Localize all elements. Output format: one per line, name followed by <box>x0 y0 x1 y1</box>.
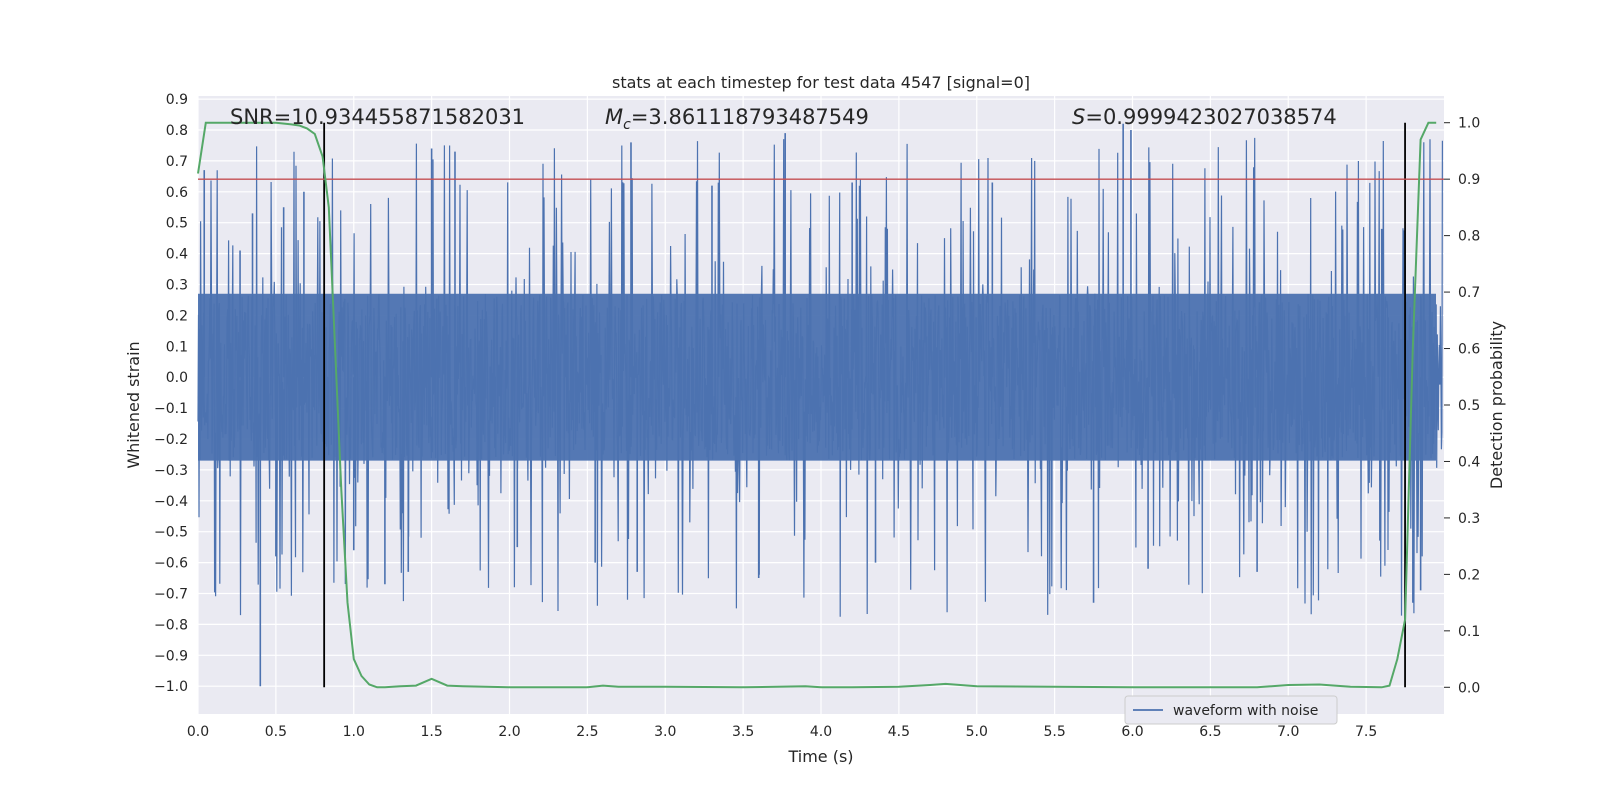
y2-tick-label: 0.4 <box>1458 454 1480 470</box>
x-tick-label: 0.0 <box>187 724 209 740</box>
x-tick-label: 2.0 <box>498 724 520 740</box>
y2-axis-ticks: 1.0 0.9 0.8 0.7 0.6 0.5 0.4 0.3 0.2 0.1 0.0 <box>1444 116 1480 696</box>
x-tick-label: 3.5 <box>732 724 754 740</box>
y-tick-label: −1.0 <box>154 679 188 695</box>
mc-value: =3.861118793487549 <box>631 105 869 129</box>
y2-tick-label: 0.1 <box>1458 624 1480 640</box>
x-tick-label: 7.0 <box>1277 724 1299 740</box>
y2-axis-label: Detection probability <box>1487 321 1506 489</box>
y2-tick-label: 0.0 <box>1458 680 1480 696</box>
x-tick-label: 1.0 <box>343 724 365 740</box>
y-tick-label: 0.4 <box>166 247 188 263</box>
mc-subscript: c <box>623 117 631 133</box>
s-annotation: S=0.9999423027038574 <box>1072 105 1337 129</box>
y-tick-label: 0.0 <box>166 370 188 386</box>
legend: waveform with noise <box>1124 695 1338 725</box>
x-tick-label: 7.5 <box>1355 724 1377 740</box>
y2-tick-label: 0.5 <box>1458 398 1480 414</box>
y-tick-label: 0.5 <box>166 216 188 232</box>
y2-tick-label: 0.3 <box>1458 511 1480 527</box>
y-tick-label: 0.1 <box>166 339 188 355</box>
y2-tick-label: 1.0 <box>1458 116 1480 132</box>
waveform-series <box>197 123 1443 687</box>
y2-tick-label: 0.8 <box>1458 229 1480 245</box>
y-tick-label: −0.1 <box>154 401 188 417</box>
y-tick-label: −0.5 <box>154 525 188 541</box>
waveform-noise-band <box>198 293 1436 461</box>
detection-probability-line <box>197 121 1437 689</box>
x-tick-label: 0.5 <box>265 724 287 740</box>
x-tick-label: 4.5 <box>888 724 910 740</box>
x-tick-label: 5.5 <box>1043 724 1065 740</box>
y2-tick-label: 0.9 <box>1458 172 1480 188</box>
y2-tick-label: 0.2 <box>1458 567 1480 583</box>
x-tick-label: 5.0 <box>966 724 988 740</box>
legend-box <box>1124 695 1338 725</box>
x-tick-label: 2.5 <box>576 724 598 740</box>
y-tick-label: −0.8 <box>154 617 188 633</box>
y-tick-label: −0.7 <box>154 586 188 602</box>
y-axis-ticks: 0.9 0.8 0.7 0.6 0.5 0.4 0.3 0.2 0.1 0.0 −0.1 −0.2 −0… <box>154 92 188 695</box>
x-tick-label: 4.0 <box>810 724 832 740</box>
x-tick-label: 3.0 <box>654 724 676 740</box>
snr-annotation: SNR=10.934455871582031 <box>230 105 525 129</box>
s-value: =0.9999423027038574 <box>1085 105 1336 129</box>
y-tick-label: −0.3 <box>154 463 188 479</box>
y-axis-label: Whitened strain <box>124 341 143 468</box>
y-tick-label: 0.6 <box>166 185 188 201</box>
y2-tick-label: 0.7 <box>1458 285 1480 301</box>
legend-label: waveform with noise <box>1173 703 1318 719</box>
mc-symbol: M <box>605 105 623 129</box>
y-tick-label: −0.4 <box>154 494 188 510</box>
y-tick-label: 0.7 <box>166 154 188 170</box>
x-tick-label: 1.5 <box>420 724 442 740</box>
y-tick-label: −0.6 <box>154 556 188 572</box>
mc-annotation: Mc=3.861118793487549 <box>605 105 869 133</box>
y-tick-label: 0.9 <box>166 92 188 108</box>
y-tick-label: −0.2 <box>154 432 188 448</box>
s-symbol: S <box>1072 105 1085 129</box>
y-tick-label: 0.8 <box>166 123 188 139</box>
overlay-lines <box>197 121 1444 689</box>
x-axis-ticks: 0.0 0.5 1.0 1.5 2.0 2.5 3.0 3.5 4.0 4.5 5.0 5.5 6.0 6… <box>187 724 1377 740</box>
y2-tick-label: 0.6 <box>1458 342 1480 358</box>
chart-title: stats at each timestep for test data 454… <box>612 73 1030 92</box>
y-tick-label: 0.2 <box>166 308 188 324</box>
x-tick-label: 6.5 <box>1199 724 1221 740</box>
y-tick-label: −0.9 <box>154 648 188 664</box>
y-tick-label: 0.3 <box>166 277 188 293</box>
x-tick-label: 6.0 <box>1121 724 1143 740</box>
x-axis-label: Time (s) <box>787 747 853 766</box>
